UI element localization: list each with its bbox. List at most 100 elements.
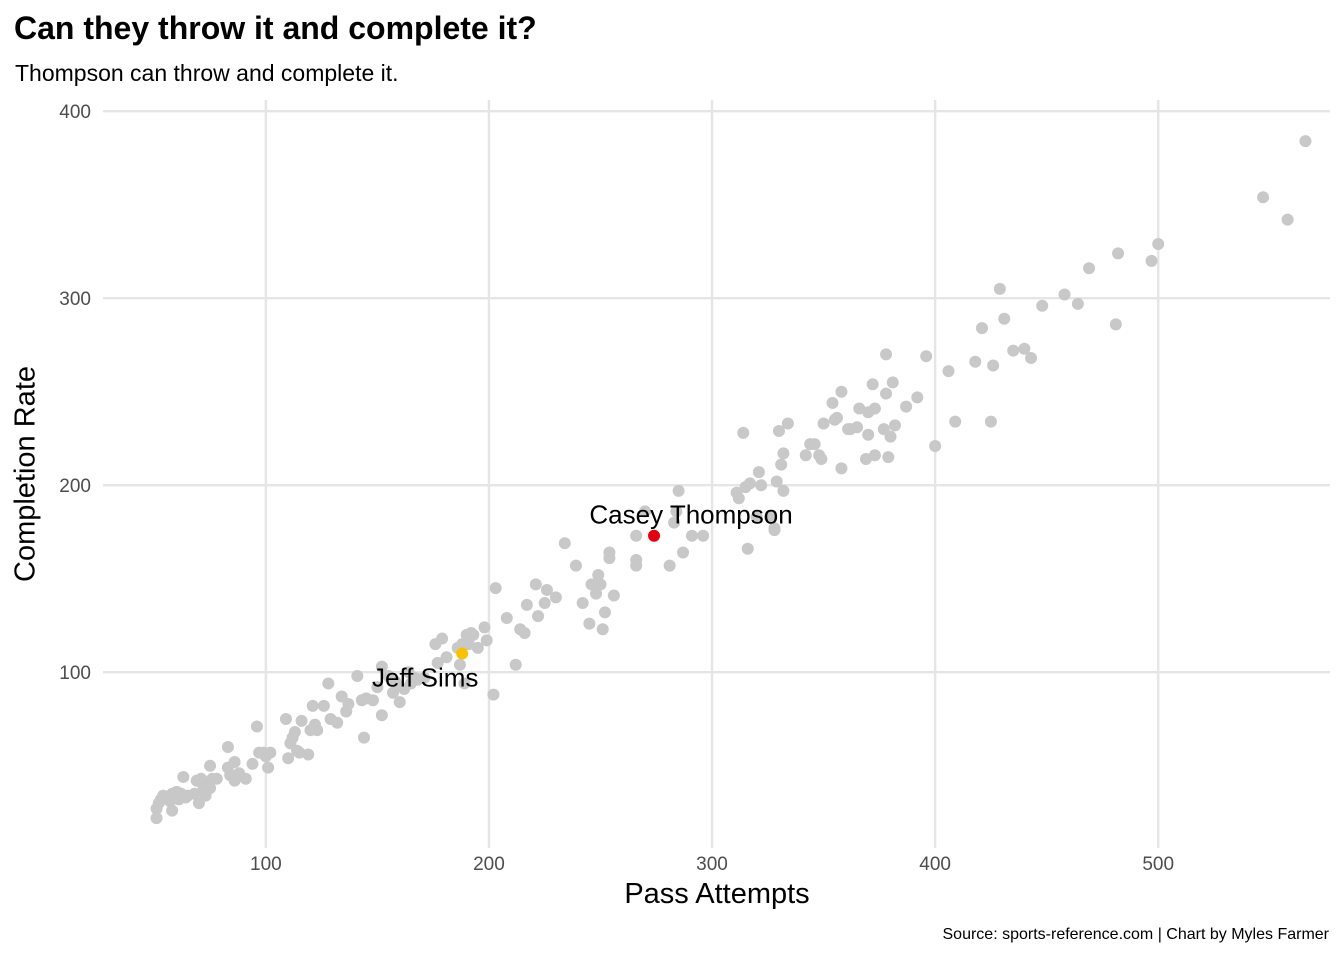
x-tick-label: 500 xyxy=(1142,854,1174,875)
qb-point xyxy=(489,582,502,595)
qb-point xyxy=(532,610,545,623)
qb-point xyxy=(668,516,681,529)
qb-point xyxy=(342,698,355,711)
qb-point xyxy=(741,542,754,555)
qb-point xyxy=(1299,135,1312,148)
qb-point xyxy=(984,415,997,428)
qb-point xyxy=(487,688,500,701)
qb-point xyxy=(177,770,190,783)
qb-point xyxy=(471,641,484,654)
qb-point xyxy=(264,746,277,759)
qb-point xyxy=(440,651,453,664)
qb-point xyxy=(752,466,765,479)
qb-point xyxy=(302,748,315,761)
qb-point xyxy=(509,658,522,671)
qb-point xyxy=(306,699,319,712)
y-tick-label: 100 xyxy=(59,663,91,684)
jeff-sims-point xyxy=(456,647,469,660)
qb-point xyxy=(772,424,785,437)
qb-point xyxy=(351,669,364,682)
qb-point xyxy=(576,597,589,610)
qb-point xyxy=(900,400,913,413)
qb-point xyxy=(851,421,864,434)
qb-point xyxy=(375,709,388,722)
qb-point xyxy=(750,511,763,524)
qb-point xyxy=(1281,213,1294,226)
qb-point xyxy=(393,696,406,709)
qb-point xyxy=(467,628,480,641)
qb-point xyxy=(520,598,533,611)
qb-point xyxy=(210,772,223,785)
qb-point xyxy=(993,282,1006,295)
qb-point xyxy=(166,804,179,817)
qb-point xyxy=(295,714,308,727)
qb-point xyxy=(204,759,217,772)
qb-point xyxy=(755,479,768,492)
qb-point xyxy=(371,681,384,694)
qb-point xyxy=(311,724,324,737)
qb-point xyxy=(603,552,616,565)
qb-point xyxy=(868,402,881,415)
qb-point xyxy=(942,365,955,378)
qb-point xyxy=(293,746,306,759)
qb-point xyxy=(880,387,893,400)
qb-point xyxy=(743,477,756,490)
qb-point xyxy=(549,591,562,604)
qb-point xyxy=(317,699,330,712)
qb-point xyxy=(799,449,812,462)
qb-point xyxy=(826,396,839,409)
grid-lines xyxy=(103,100,1330,848)
qb-point xyxy=(835,462,848,475)
y-tick-label: 400 xyxy=(59,102,91,123)
qb-point xyxy=(558,537,571,550)
x-tick-label: 100 xyxy=(250,854,282,875)
qb-point xyxy=(998,312,1011,325)
qb-point xyxy=(540,583,553,596)
qb-point xyxy=(969,355,982,368)
qb-point xyxy=(288,726,301,739)
qb-point xyxy=(1058,288,1071,301)
qb-point xyxy=(868,449,881,462)
qb-point xyxy=(880,348,893,361)
qb-point xyxy=(458,677,471,690)
qb-point xyxy=(920,350,933,363)
qb-point xyxy=(518,626,531,639)
data-points xyxy=(150,135,1312,825)
qb-point xyxy=(594,578,607,591)
qb-point xyxy=(250,720,263,733)
y-tick-label: 200 xyxy=(59,476,91,497)
qb-point xyxy=(282,752,295,765)
qb-point xyxy=(596,623,609,636)
qb-point xyxy=(817,417,830,430)
qb-point xyxy=(585,578,598,591)
qb-point xyxy=(583,617,596,630)
qb-point xyxy=(1071,297,1084,310)
qb-point xyxy=(1257,191,1270,204)
qb-point xyxy=(322,677,335,690)
qb-point xyxy=(1145,254,1158,267)
qb-point xyxy=(888,419,901,432)
qb-point xyxy=(358,731,371,744)
qb-point xyxy=(808,438,821,451)
qb-point xyxy=(630,529,643,542)
qb-point xyxy=(835,385,848,398)
y-tick-label: 300 xyxy=(59,289,91,310)
qb-point xyxy=(866,378,879,391)
qb-point xyxy=(262,761,275,774)
qb-point xyxy=(228,755,241,768)
qb-point xyxy=(1018,342,1031,355)
qb-point xyxy=(590,587,603,600)
qb-point xyxy=(480,634,493,647)
qb-point xyxy=(884,430,897,443)
qb-point xyxy=(777,447,790,460)
qb-point xyxy=(1025,352,1038,365)
qb-point xyxy=(204,782,217,795)
qb-point xyxy=(598,606,611,619)
jeff-sims-label: Jeff Sims xyxy=(372,663,478,693)
qb-point xyxy=(975,322,988,335)
qb-point xyxy=(630,559,643,572)
qb-point xyxy=(639,505,652,518)
qb-point xyxy=(478,621,491,634)
qb-point xyxy=(672,484,685,497)
casey-thompson-label: Casey Thompson xyxy=(589,500,792,530)
